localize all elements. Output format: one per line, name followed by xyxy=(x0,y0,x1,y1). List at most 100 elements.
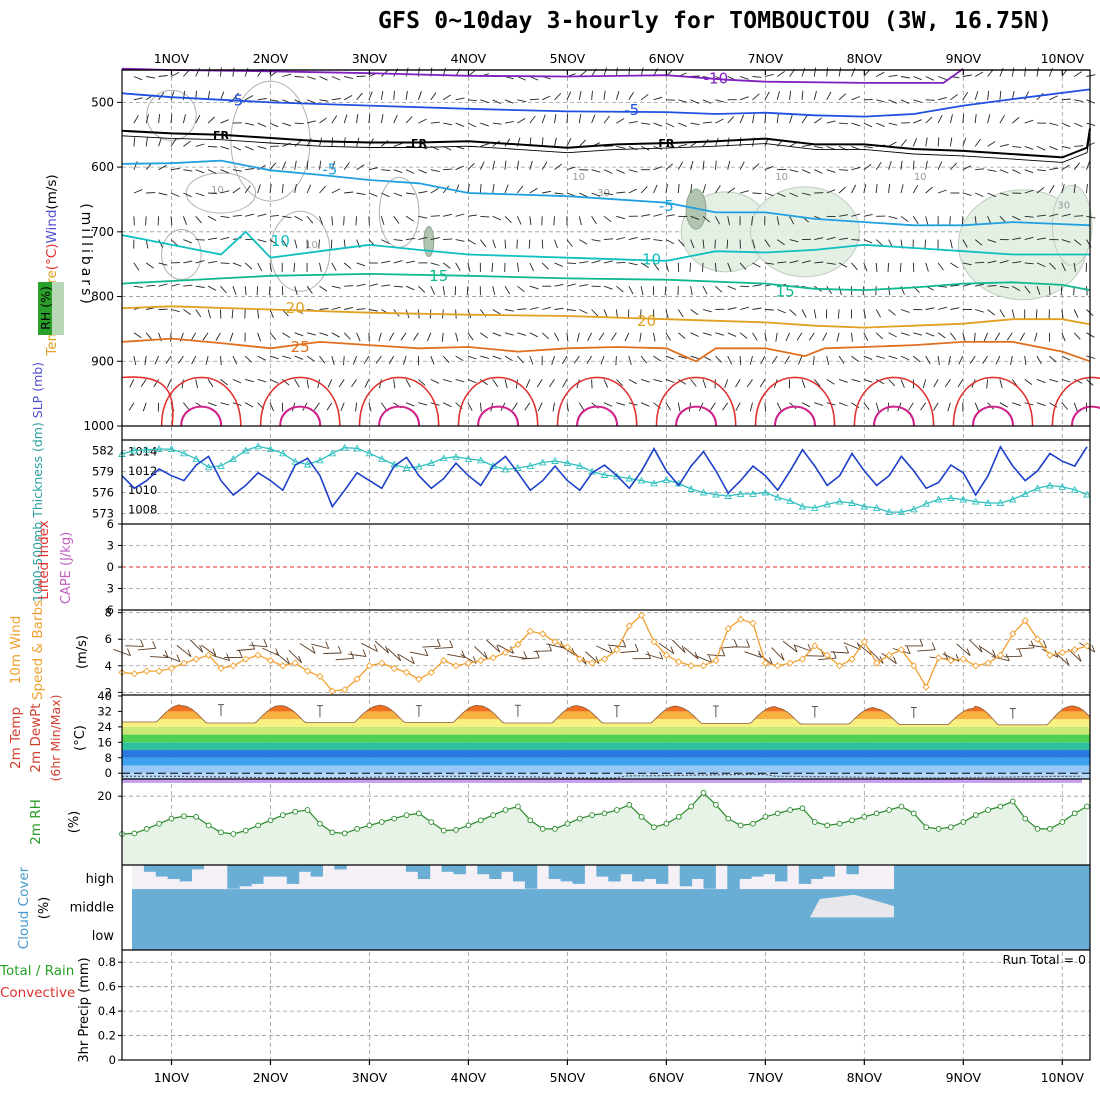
wind-barb xyxy=(749,402,753,412)
wind-barb-feather xyxy=(325,641,330,649)
wind-barb xyxy=(962,262,972,266)
temp-tick-label: 24 xyxy=(97,720,112,734)
rh-point xyxy=(416,810,422,817)
wind-barb xyxy=(133,97,143,101)
wind-barb xyxy=(851,332,853,342)
wind-barb xyxy=(331,115,338,124)
wind-barb xyxy=(406,237,416,241)
temp-band xyxy=(122,742,1090,751)
wind-barb xyxy=(665,332,671,341)
wind-barb xyxy=(1036,187,1045,194)
wind-barb xyxy=(158,75,168,77)
wind-barb-10m xyxy=(607,644,626,648)
wind-barb xyxy=(516,216,522,225)
wind-barb xyxy=(393,379,396,389)
wind-barb xyxy=(999,285,1009,289)
wind-barb xyxy=(232,214,242,217)
x-tick-label-bottom: 2NOV xyxy=(253,1070,289,1085)
rh-point xyxy=(836,820,843,827)
rh-point xyxy=(131,830,138,837)
wind-barb xyxy=(616,145,626,149)
precip-panel: 00.20.40.60.8 Run Total = 0 xyxy=(98,952,1090,1067)
wind-barb xyxy=(344,191,354,194)
contour-FR-secondary xyxy=(121,133,1091,163)
wind-barb xyxy=(913,119,922,124)
thickness-point xyxy=(464,454,473,462)
wind-barb xyxy=(368,309,378,312)
wind-barb xyxy=(789,239,799,243)
wind-barb xyxy=(170,71,180,77)
wind-barb xyxy=(1086,183,1088,194)
wind-barb xyxy=(727,216,730,226)
wind-barb xyxy=(1073,239,1082,246)
wind-barb-feather xyxy=(176,654,181,662)
wind-barb xyxy=(751,216,753,226)
rh-point xyxy=(663,820,670,827)
slp-ylabel-part: 1000-500mb Thickness (dm) xyxy=(30,422,45,602)
wind-barb xyxy=(492,309,501,315)
wind-barb xyxy=(443,168,453,171)
wind-barb xyxy=(294,332,304,337)
wind-barb xyxy=(393,169,403,174)
wind-barb xyxy=(640,262,649,269)
lifted-index-tick-label: 6 xyxy=(107,517,114,531)
wind-barb xyxy=(789,114,793,124)
wind-barb xyxy=(492,122,502,125)
wind-barb xyxy=(573,355,580,364)
wind-barb xyxy=(393,216,400,224)
wind-barb xyxy=(579,239,588,245)
precip-tick-label: 0.2 xyxy=(98,1029,116,1043)
wind-barb xyxy=(207,215,217,221)
wind-barb xyxy=(975,192,984,198)
wind-speed-point xyxy=(798,655,807,663)
wind-barb xyxy=(269,214,279,217)
wind-barb xyxy=(665,239,675,245)
wind-barb xyxy=(220,169,230,174)
wind-barb xyxy=(777,192,786,198)
wind-barb xyxy=(1036,67,1039,77)
wind-speed-point xyxy=(415,675,423,683)
wind-barb xyxy=(257,98,267,101)
wind-speed-point xyxy=(947,656,955,665)
wind-barb xyxy=(937,76,947,81)
rh-point xyxy=(898,803,905,810)
wind-barb xyxy=(724,379,729,389)
wind-barb xyxy=(925,355,931,365)
run-total-label: Run Total = 0 xyxy=(1002,952,1086,967)
wind-barb xyxy=(504,355,513,362)
wind-barb xyxy=(925,332,935,337)
wind-barb xyxy=(789,260,799,264)
wind-barb xyxy=(467,214,477,217)
thickness-point xyxy=(402,464,411,471)
wind-barb-10m xyxy=(533,650,552,652)
wind-barb xyxy=(764,309,774,311)
thickness-point xyxy=(328,449,337,457)
wind-barb xyxy=(752,93,760,101)
x-tick-label-bottom: 8NOV xyxy=(847,1070,883,1085)
wind-barb xyxy=(933,379,939,388)
wind-barb xyxy=(145,137,148,147)
wind-barb xyxy=(665,378,675,383)
wind-barb xyxy=(133,285,143,289)
wind-barb xyxy=(145,216,147,226)
wind-barb xyxy=(576,379,580,389)
wind-barb xyxy=(1024,145,1034,150)
rh-point xyxy=(490,812,497,818)
pressure-tick-label: 800 xyxy=(91,290,114,304)
wind-barb xyxy=(467,378,477,384)
wind-barb xyxy=(430,215,440,217)
wind-barb xyxy=(343,216,345,226)
wind-barb xyxy=(863,262,868,272)
wind-barb xyxy=(393,285,403,288)
wind-barb xyxy=(1035,309,1038,319)
wind-barb xyxy=(536,379,543,388)
wind-barb xyxy=(244,95,254,101)
wind-barb xyxy=(492,99,501,105)
wind-barb xyxy=(814,145,824,149)
wind-barb xyxy=(207,67,211,77)
rh-point xyxy=(910,810,917,817)
wind-barb xyxy=(1024,119,1034,124)
high-cloud-bar xyxy=(477,865,490,875)
wind-barb xyxy=(784,355,790,364)
wind-barb-10m xyxy=(288,649,302,664)
